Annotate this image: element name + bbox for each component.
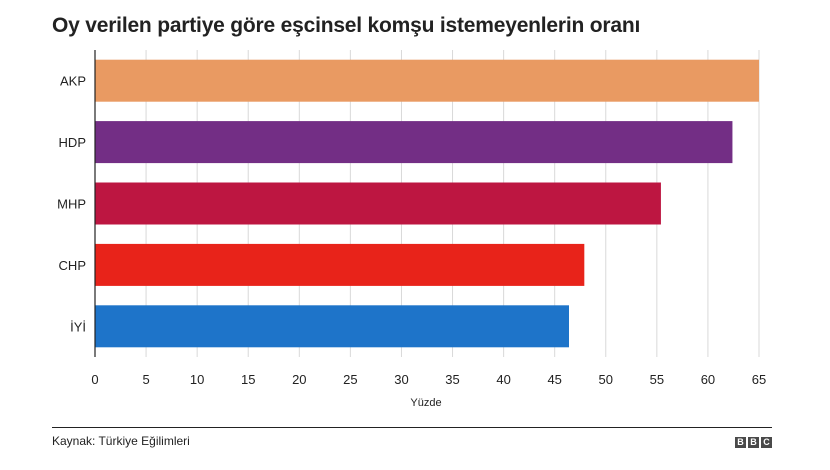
x-tick-label: 35 (445, 372, 459, 387)
bbc-logo-letter: C (761, 437, 772, 448)
category-label: AKP (60, 74, 86, 89)
bar-chp (95, 243, 585, 286)
category-label: MHP (57, 197, 86, 212)
x-tick-label: 15 (241, 372, 255, 387)
category-label: HDP (59, 135, 86, 150)
bar-mhp (95, 182, 661, 225)
x-tick-label: 65 (752, 372, 766, 387)
bbc-logo-letter: B (748, 437, 759, 448)
x-tick-label: 25 (343, 372, 357, 387)
labels: 0 5 10 15 20 25 30 35 40 45 50 55 60 65 AKP HDP MHP CHP İY… (57, 74, 766, 409)
bbc-logo: B B C (735, 437, 772, 448)
bar-akp (95, 59, 759, 102)
bars (95, 59, 759, 348)
x-tick-label: 60 (701, 372, 715, 387)
category-label: İYİ (70, 319, 86, 334)
x-tick-label: 5 (142, 372, 149, 387)
x-tick-label: 55 (650, 372, 664, 387)
footer-divider (52, 427, 772, 428)
source-text: Kaynak: Türkiye Eğilimleri (52, 434, 190, 448)
x-tick-label: 0 (91, 372, 98, 387)
x-tick-label: 10 (190, 372, 204, 387)
x-axis-title: Yüzde (410, 397, 441, 409)
x-tick-label: 30 (394, 372, 408, 387)
chart-title: Oy verilen partiye göre eşcinsel komşu i… (52, 14, 641, 37)
x-tick-label: 45 (547, 372, 561, 387)
x-tick-label: 40 (496, 372, 510, 387)
x-tick-label: 20 (292, 372, 306, 387)
x-tick-label: 50 (599, 372, 613, 387)
bar-hdp (95, 121, 733, 164)
bar-i̇yi̇ (95, 305, 569, 348)
bbc-logo-letter: B (735, 437, 746, 448)
category-label: CHP (59, 258, 86, 273)
